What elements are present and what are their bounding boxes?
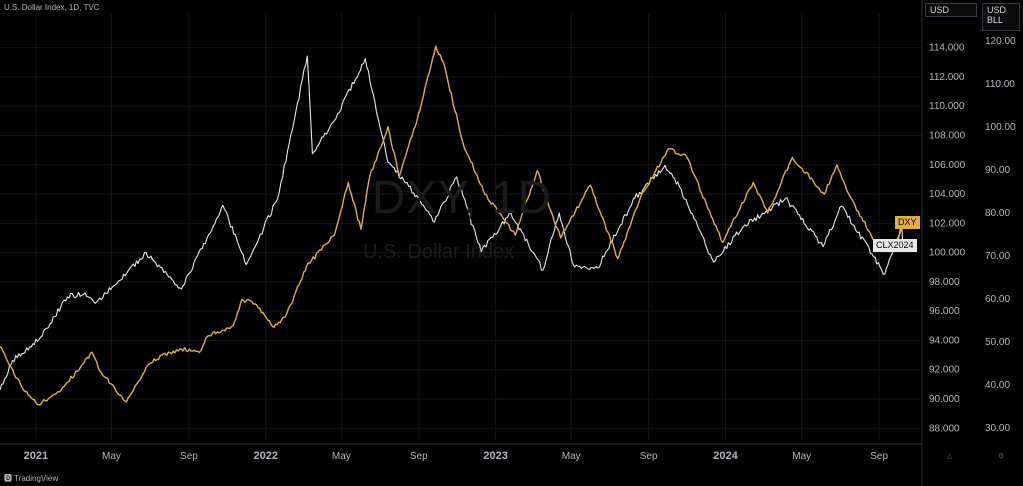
x-tick-label: Sep xyxy=(870,451,888,462)
right-y-tick-label: 100.00 xyxy=(985,122,1016,133)
tradingview-logo-text: TradingView xyxy=(14,474,59,483)
clx-last-value-label: CLX2024 xyxy=(873,239,917,252)
x-tick-label: 2024 xyxy=(713,450,738,462)
auto-scale-icon[interactable]: △ xyxy=(947,453,953,460)
right-y-tick-label: 90.00 xyxy=(985,165,1010,176)
left-y-tick-label: 110.000 xyxy=(929,101,965,112)
x-tick-label: May xyxy=(332,451,351,462)
clx2024-series-line xyxy=(0,55,904,391)
x-tick-label: Sep xyxy=(410,451,428,462)
x-tick-label: 2023 xyxy=(483,450,507,462)
left-y-tick-label: 106.000 xyxy=(929,160,966,171)
tradingview-logo-icon: 🅳︎ xyxy=(4,474,12,483)
dxy-last-value-label: DXY xyxy=(895,216,920,229)
grid xyxy=(0,0,923,486)
right-y-tick-label: 60.00 xyxy=(985,294,1010,305)
left-y-tick-label: 108.000 xyxy=(929,131,966,142)
x-tick-label: 2022 xyxy=(254,450,278,462)
left-y-tick-label: 92.000 xyxy=(929,365,960,376)
tradingview-logo[interactable]: 🅳︎ TradingView xyxy=(4,473,58,484)
x-tick-label: May xyxy=(562,451,581,462)
series-lines xyxy=(0,45,905,406)
left-y-tick-label: 102.000 xyxy=(929,218,966,229)
settings-icon[interactable]: ⚙ xyxy=(998,453,1005,460)
left-y-tick-label: 114.000 xyxy=(929,43,965,54)
left-y-tick-label: 100.000 xyxy=(929,248,966,259)
right-scale-unit-label: BLL xyxy=(987,15,1004,25)
right-y-tick-label: 110.00 xyxy=(985,79,1015,90)
left-y-tick-label: 90.000 xyxy=(929,394,960,405)
left-y-tick-label: 94.000 xyxy=(929,335,960,346)
left-scale-currency-button[interactable]: USD xyxy=(925,3,977,17)
right-y-tick-label: 30.00 xyxy=(985,423,1010,434)
watermark-symbol: DXY, 1D xyxy=(372,171,553,223)
axes: 88.000 90.000 92.000 94.000 96.000 98.000 100.… xyxy=(24,36,1016,462)
x-tick-label: Sep xyxy=(180,451,198,462)
x-tick-label: May xyxy=(102,451,121,462)
x-tick-label: Sep xyxy=(640,451,658,462)
left-y-tick-label: 96.000 xyxy=(929,306,960,317)
x-tick-label: 2021 xyxy=(24,450,48,462)
left-y-tick-label: 98.000 xyxy=(929,277,960,288)
right-y-tick-label: 50.00 xyxy=(985,337,1010,348)
dxy-series-line xyxy=(0,45,904,406)
watermark-name: U.S. Dollar Index xyxy=(363,241,515,263)
left-y-tick-label: 104.000 xyxy=(929,189,966,200)
left-y-tick-label: 88.000 xyxy=(929,423,960,434)
right-y-tick-label: 80.00 xyxy=(985,208,1010,219)
x-tick-label: May xyxy=(792,451,811,462)
left-y-tick-label: 112.000 xyxy=(929,72,965,83)
left-scale-currency-label: USD xyxy=(930,5,950,15)
right-scale-currency-button[interactable]: USD BLL xyxy=(982,3,1020,31)
chart-title: U.S. Dollar Index, 1D, TVC xyxy=(4,3,100,12)
right-y-tick-label: 40.00 xyxy=(985,380,1010,391)
right-y-tick-label: 70.00 xyxy=(985,251,1010,262)
right-y-tick-label: 120.00 xyxy=(985,36,1016,47)
right-scale-currency-label: USD xyxy=(987,5,1007,15)
